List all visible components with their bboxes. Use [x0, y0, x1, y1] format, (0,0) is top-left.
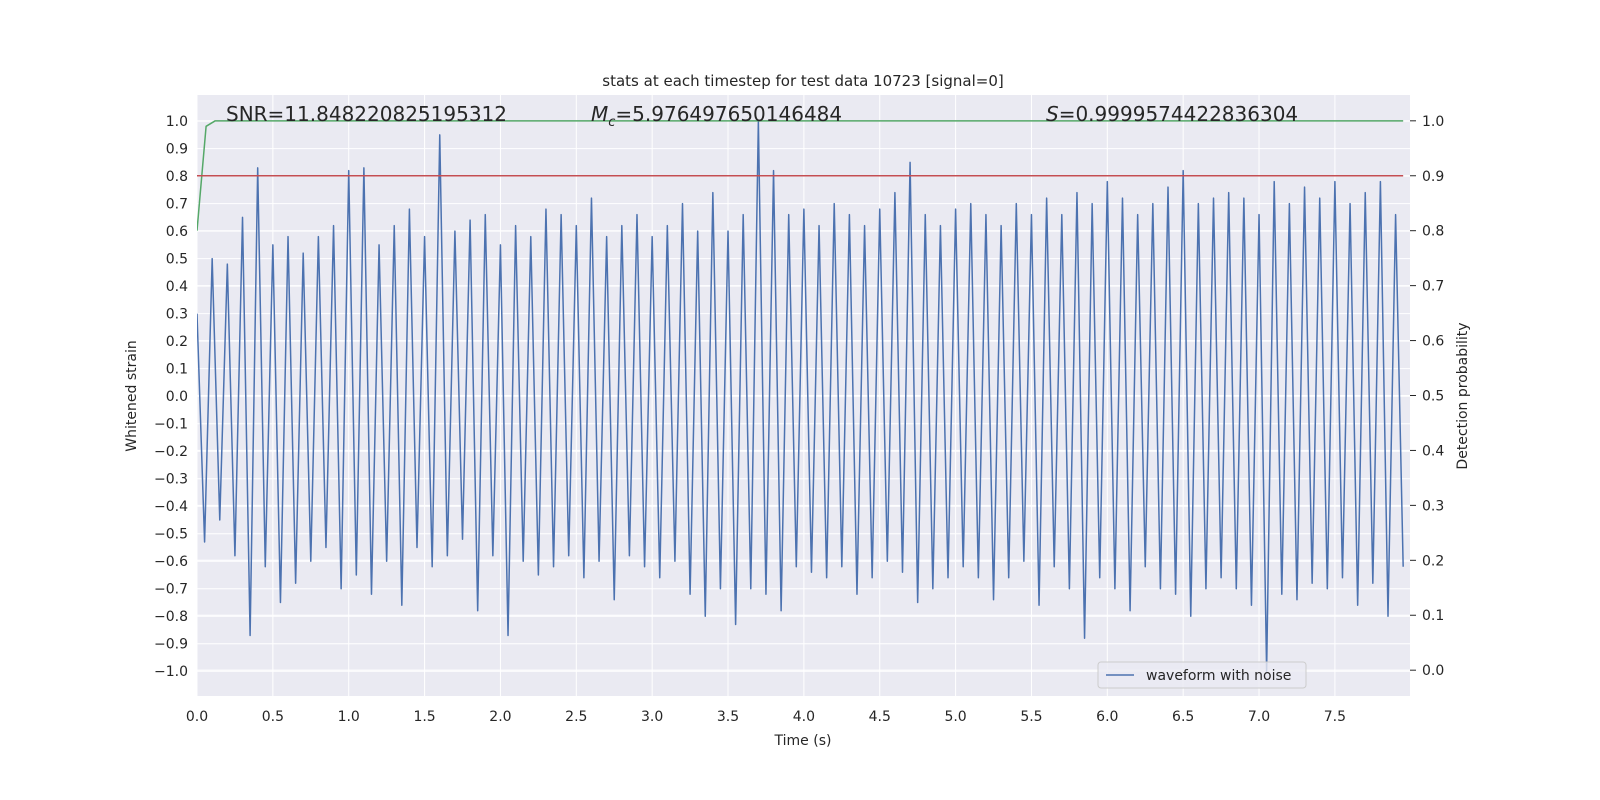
- x-tick-label: 1.5: [413, 709, 435, 725]
- marks: [197, 120, 1404, 672]
- y-tick-label: −0.2: [154, 444, 188, 460]
- y-tick-label: 0.6: [166, 224, 188, 240]
- legend: waveform with noise: [1097, 661, 1307, 689]
- y2-tick-label: 0.5: [1422, 389, 1444, 405]
- x-tick-label: 0.5: [262, 709, 284, 725]
- series-line: [197, 120, 1404, 231]
- y2-tick-label: 0.9: [1422, 169, 1444, 185]
- y2-tick-label: 0.0: [1422, 663, 1444, 679]
- y-tick-label: 0.9: [166, 142, 188, 158]
- y-tick-label: 0.2: [166, 334, 188, 350]
- y-tick-label: −0.8: [154, 609, 188, 625]
- y2-tick-label: 0.6: [1422, 334, 1444, 350]
- annotation: SNR=11.848220825195312: [226, 102, 507, 126]
- y2-axis-label: Detection probability: [1455, 322, 1471, 469]
- y-tick-label: −0.3: [154, 472, 188, 488]
- x-tick-label: 2.5: [565, 709, 587, 725]
- x-tick-label: 0.0: [186, 709, 208, 725]
- y2-tick-label: 0.4: [1422, 443, 1444, 459]
- y2-tick-label: 0.3: [1422, 498, 1444, 514]
- y-tick-label: 1.0: [166, 114, 188, 130]
- annotation: S=0.9999574422836304: [1046, 102, 1298, 126]
- y-tick-label: −0.5: [154, 527, 188, 543]
- y2-tick-label: 0.8: [1422, 224, 1444, 240]
- y2-tick-label: 0.2: [1422, 553, 1444, 569]
- legend-label: waveform with noise: [1146, 668, 1291, 684]
- y-tick-label: −0.6: [154, 554, 188, 570]
- y2-tick-label: 0.1: [1422, 608, 1444, 624]
- y-tick-label: 0.5: [166, 252, 188, 268]
- labels: 0.0 0.5 1.0 1.5 2.0 2.5 3.0 3.5 4.0 4.5 5.0 5.5 6.0 6…: [154, 114, 1444, 725]
- y2-tick-label: 0.7: [1422, 279, 1444, 295]
- y-tick-label: −0.7: [154, 582, 188, 598]
- annotation: Mc=5.976497650146484: [591, 102, 842, 130]
- y-tick-label: 0.7: [166, 197, 188, 213]
- x-tick-label: 7.5: [1324, 709, 1346, 725]
- x-tick-label: 2.0: [489, 709, 511, 725]
- y-tick-label: −1.0: [154, 664, 188, 680]
- x-tick-label: 5.5: [1020, 709, 1042, 725]
- y-axis-label: Whitened strain: [124, 340, 140, 451]
- annotation-symbol: S: [1046, 102, 1059, 126]
- y-tick-label: 0.4: [166, 279, 188, 295]
- legend-box: [1097, 661, 1307, 689]
- x-tick-label: 6.5: [1172, 709, 1194, 725]
- y-tick-label: 0.3: [166, 307, 188, 323]
- x-tick-label: 6.0: [1096, 709, 1118, 725]
- y-tick-label: 0.1: [166, 362, 188, 378]
- annotation-subscript: c: [608, 115, 615, 130]
- x-tick-label: 4.0: [793, 709, 815, 725]
- chart-title: stats at each timestep for test data 107…: [602, 72, 1003, 90]
- annotation-text: =5.976497650146484: [615, 102, 842, 126]
- y-tick-label: −0.9: [154, 637, 188, 653]
- y-tick-label: −0.4: [154, 499, 188, 515]
- x-tick-label: 3.5: [717, 709, 739, 725]
- y2-tick-label: 1.0: [1422, 114, 1444, 130]
- y-tick-label: 0.8: [166, 169, 188, 185]
- x-tick-label: 7.0: [1248, 709, 1270, 725]
- annotation-text: =0.9999574422836304: [1059, 102, 1298, 126]
- x-axis-label: Time (s): [774, 733, 832, 749]
- x-tick-label: 5.0: [944, 709, 966, 725]
- annotation-symbol: M: [591, 102, 608, 126]
- y-tick-label: 0.0: [166, 389, 188, 405]
- x-tick-label: 4.5: [869, 709, 891, 725]
- x-tick-label: 3.0: [641, 709, 663, 725]
- x-tick-label: 1.0: [338, 709, 360, 725]
- y-tick-label: −0.1: [154, 417, 188, 433]
- series-line: [197, 120, 1404, 672]
